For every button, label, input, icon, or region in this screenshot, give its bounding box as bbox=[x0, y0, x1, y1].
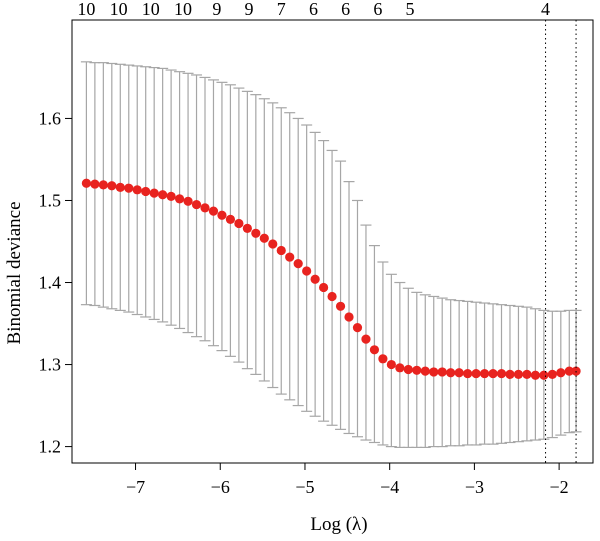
data-point bbox=[302, 266, 312, 276]
data-point bbox=[293, 259, 303, 269]
data-point bbox=[420, 366, 430, 376]
y-tick-label: 1.6 bbox=[39, 108, 62, 128]
top-count-label: 9 bbox=[245, 0, 254, 19]
data-point bbox=[344, 312, 354, 322]
data-point bbox=[251, 228, 261, 238]
top-count-label: 9 bbox=[212, 0, 221, 19]
data-point bbox=[285, 252, 295, 262]
top-count-label: 5 bbox=[406, 0, 415, 19]
top-count-label: 10 bbox=[174, 0, 192, 19]
data-point bbox=[513, 369, 524, 379]
data-point bbox=[437, 367, 447, 377]
x-tick-label: −3 bbox=[465, 477, 484, 497]
data-point bbox=[454, 368, 464, 378]
y-tick-label: 1.5 bbox=[39, 190, 62, 210]
data-point bbox=[158, 190, 168, 200]
data-point bbox=[115, 182, 125, 192]
data-point bbox=[208, 206, 219, 216]
data-point bbox=[479, 368, 490, 379]
data-point bbox=[429, 367, 439, 377]
x-axis: −7 −6 −5 −4 −3 −2 bbox=[126, 462, 569, 497]
data-point bbox=[81, 178, 92, 188]
data-point bbox=[386, 359, 396, 370]
data-point bbox=[310, 274, 320, 284]
data-point bbox=[471, 368, 481, 379]
data-point bbox=[352, 323, 363, 333]
y-axis: 1.2 1.3 1.4 1.5 1.6 bbox=[39, 108, 72, 457]
x-tick-label: −4 bbox=[380, 477, 399, 497]
top-count-label: 6 bbox=[341, 0, 350, 19]
data-point bbox=[225, 214, 236, 224]
data-point bbox=[505, 369, 515, 379]
data-point bbox=[183, 196, 193, 206]
data-point bbox=[539, 370, 549, 380]
top-axis-nonzero-counts: 10 10 10 10 9 9 7 6 6 6 5 4 bbox=[77, 0, 550, 19]
data-point bbox=[463, 368, 473, 379]
data-point bbox=[522, 369, 532, 379]
data-point bbox=[403, 364, 413, 375]
data-point bbox=[564, 366, 574, 376]
x-tick-label: −5 bbox=[295, 477, 314, 497]
data-point bbox=[268, 239, 278, 249]
data-point bbox=[395, 363, 405, 373]
data-point bbox=[98, 180, 108, 190]
data-point bbox=[556, 368, 566, 378]
top-count-label: 7 bbox=[277, 0, 286, 19]
data-point bbox=[378, 354, 388, 364]
error-bars bbox=[80, 61, 582, 449]
data-point bbox=[335, 301, 346, 311]
data-point bbox=[547, 369, 557, 379]
data-point bbox=[446, 368, 456, 378]
top-count-label: 10 bbox=[142, 0, 160, 19]
data-point bbox=[90, 179, 100, 189]
top-count-label: 10 bbox=[110, 0, 128, 19]
top-count-label: 10 bbox=[77, 0, 95, 19]
data-point bbox=[149, 188, 159, 198]
data-point bbox=[259, 233, 269, 243]
y-tick-label: 1.2 bbox=[39, 437, 62, 457]
x-axis-label: Log (λ) bbox=[310, 514, 367, 535]
data-point bbox=[319, 282, 329, 293]
data-point bbox=[234, 218, 244, 229]
data-point bbox=[174, 194, 185, 204]
data-point bbox=[132, 185, 142, 195]
data-point bbox=[124, 183, 134, 193]
x-tick-label: −6 bbox=[211, 477, 230, 497]
data-point bbox=[166, 191, 176, 201]
lambda-reference-lines bbox=[545, 20, 577, 463]
data-point bbox=[530, 370, 540, 380]
y-tick-label: 1.4 bbox=[39, 273, 62, 293]
x-tick-label: −7 bbox=[126, 477, 145, 497]
data-point bbox=[141, 186, 151, 197]
data-point bbox=[242, 223, 252, 233]
data-points bbox=[81, 178, 581, 380]
data-point bbox=[217, 210, 227, 220]
data-point bbox=[200, 203, 210, 213]
y-tick-label: 1.3 bbox=[39, 355, 62, 375]
data-point bbox=[412, 365, 422, 375]
data-point bbox=[369, 345, 380, 355]
data-point bbox=[496, 368, 507, 379]
data-point bbox=[327, 291, 337, 302]
top-count-label: 4 bbox=[541, 0, 550, 19]
top-count-label: 6 bbox=[373, 0, 382, 19]
data-point bbox=[191, 199, 202, 210]
data-point bbox=[107, 181, 117, 191]
x-tick-label: −2 bbox=[550, 477, 569, 497]
data-point bbox=[276, 245, 286, 256]
y-axis-label: Binomial deviance bbox=[4, 202, 25, 345]
data-point bbox=[361, 334, 371, 344]
top-count-label: 6 bbox=[309, 0, 318, 19]
data-point bbox=[488, 368, 498, 379]
